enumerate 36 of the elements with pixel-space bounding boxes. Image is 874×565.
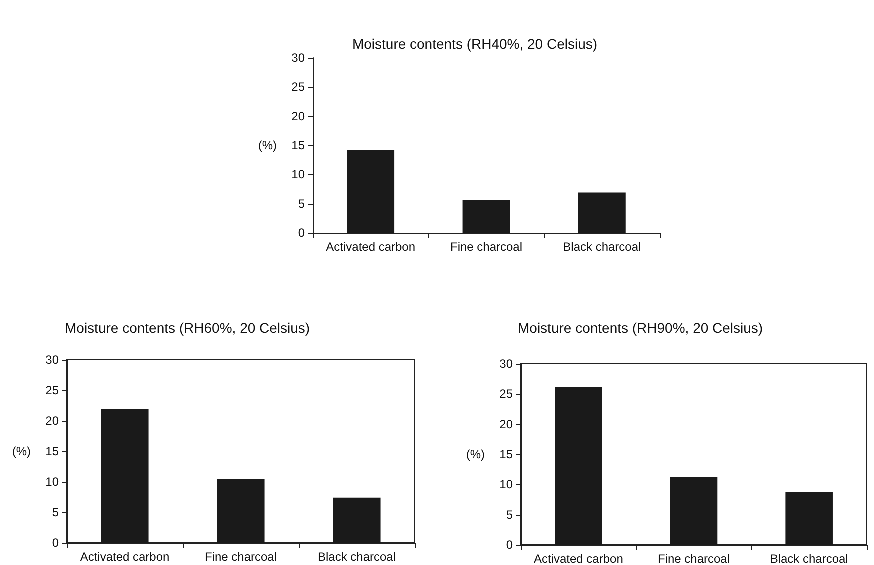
y-tick-label: 0 bbox=[52, 536, 60, 550]
x-tick-label: Black charcoal bbox=[770, 552, 848, 565]
chart-title: Moisture contents (RH40%, 20 Celsius) bbox=[352, 36, 598, 52]
x-tick-label: Fine charcoal bbox=[658, 552, 730, 565]
y-tick-label: 0 bbox=[506, 538, 514, 552]
x-tick-label: Activated carbon bbox=[326, 240, 416, 254]
y-tick-label: 15 bbox=[292, 138, 306, 152]
y-tick-label: 20 bbox=[46, 414, 60, 428]
y-tick-label: 5 bbox=[298, 196, 306, 211]
y-tick-label: 10 bbox=[292, 168, 306, 182]
chart-title: Moisture contents (RH90%, 20 Celsius) bbox=[518, 320, 764, 336]
x-tick-label: Fine charcoal bbox=[450, 240, 523, 254]
y-tick-label: 30 bbox=[500, 357, 514, 371]
y-tick-label: 25 bbox=[46, 384, 60, 398]
x-tick-label: Black charcoal bbox=[563, 240, 642, 254]
y-tick-label: 25 bbox=[292, 80, 306, 94]
y-tick-label: 5 bbox=[506, 508, 514, 522]
y-tick-label: 25 bbox=[500, 387, 514, 402]
x-tick-label: Activated carbon bbox=[80, 550, 170, 564]
y-tick-label: 0 bbox=[298, 226, 306, 240]
y-tick-label: 30 bbox=[292, 51, 306, 65]
y-tick-label: 15 bbox=[46, 444, 60, 458]
y-tick-label: 20 bbox=[292, 109, 306, 124]
y-tick-label: 15 bbox=[500, 448, 514, 462]
x-tick-label: Fine charcoal bbox=[204, 550, 278, 564]
y-tick-label: 20 bbox=[500, 417, 514, 432]
y-tick-label: 10 bbox=[46, 475, 60, 489]
y-axis-title: (%) bbox=[12, 444, 31, 458]
y-axis-title: (%) bbox=[258, 138, 277, 152]
y-axis-title: (%) bbox=[466, 448, 485, 462]
y-tick-label: 5 bbox=[52, 506, 60, 520]
y-tick-label: 30 bbox=[46, 353, 60, 367]
x-tick-label: Activated carbon bbox=[534, 552, 624, 565]
chart-title: Moisture contents (RH60%, 20 Celsius) bbox=[65, 320, 310, 336]
x-tick-label: Black charcoal bbox=[318, 550, 396, 564]
y-tick-label: 10 bbox=[500, 478, 514, 492]
